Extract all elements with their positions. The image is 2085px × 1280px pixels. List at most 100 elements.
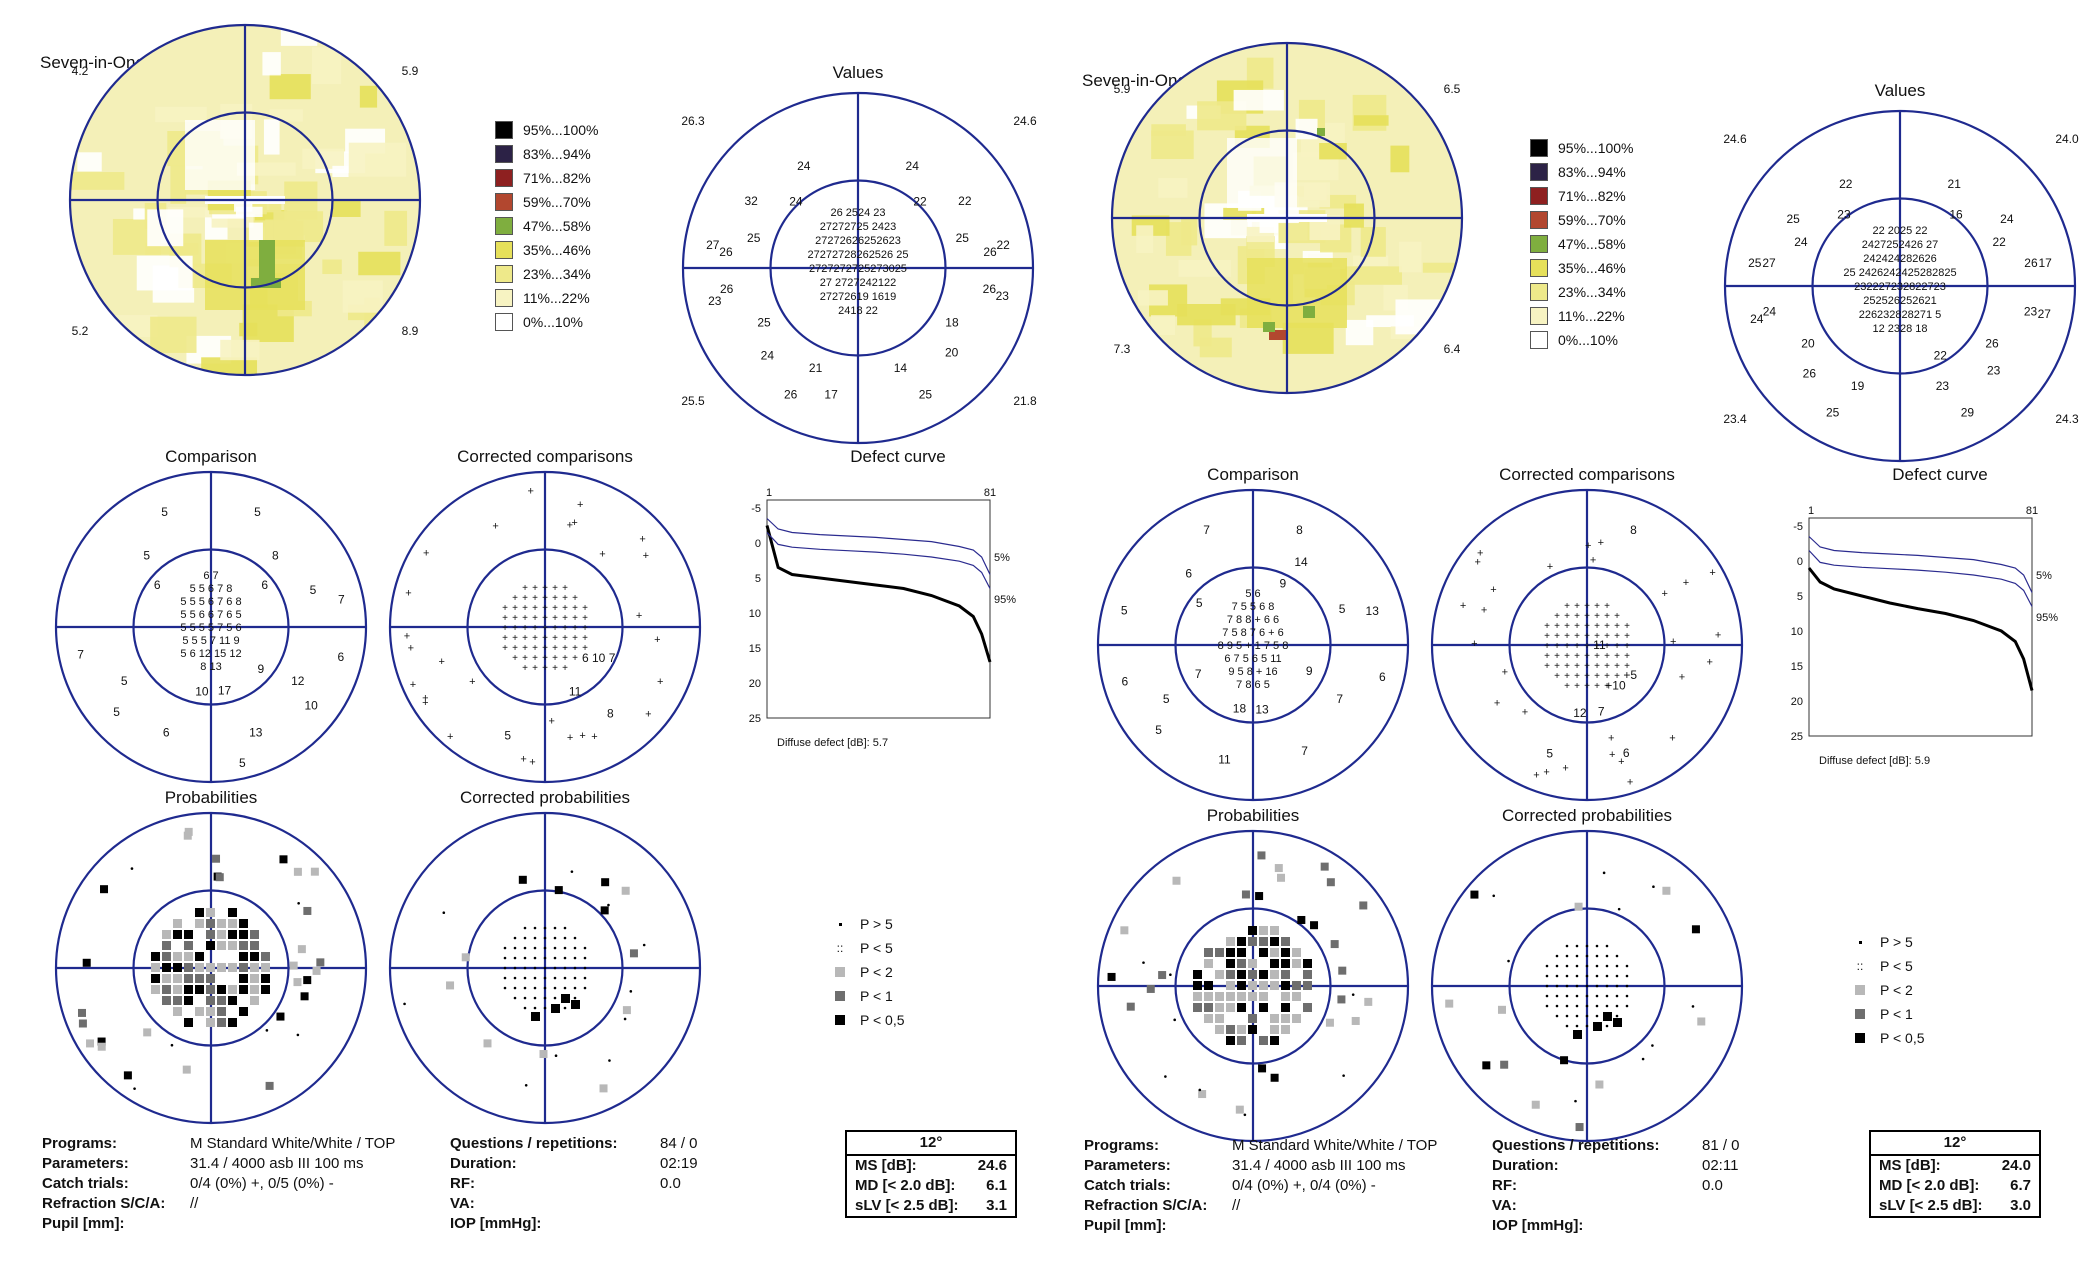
comparison-center-row: 5 5 5 6 7 6 8: [180, 596, 241, 608]
plus-mark: +: [567, 732, 573, 744]
value-label: 23: [996, 289, 1010, 303]
corrected-comparison-value: 7: [1598, 705, 1605, 719]
plus-mark: +: [542, 663, 548, 674]
comparison-center-row: 8 9 5 + 1 7 5 8: [1218, 640, 1289, 652]
value-center-row: 25 2426242425282825: [1843, 267, 1956, 279]
p-legend-item: :: P < 5: [1850, 954, 1925, 978]
p-legend-symbol: [1850, 983, 1870, 997]
plus-mark: +: [423, 547, 429, 559]
plus-mark: +: [552, 583, 558, 594]
summary-label: MS [dB]:: [855, 1157, 917, 1174]
comparison-center-row: 5 5 5 5 7 5 6: [180, 622, 241, 634]
summary-box: 12° MS [dB]: 24.0 MD [< 2.0 dB]: 6.7 sLV [< 2…: [1869, 1130, 2041, 1218]
info-value: 02:19: [660, 1155, 698, 1172]
plus-mark: +: [1594, 621, 1600, 632]
legend-item: 11%...22%: [495, 286, 599, 310]
plus-mark: +: [1574, 641, 1580, 652]
plus-mark: +: [582, 623, 588, 634]
plus-mark: +: [1604, 631, 1610, 642]
plus-mark: +: [1594, 671, 1600, 682]
plus-mark: +: [522, 653, 528, 664]
value-label: 26: [1985, 336, 1999, 350]
report-graphics: Seven-in-OneGreyscale (CO)5.96.57.36.4Va…: [1082, 41, 2079, 1143]
info-label: RF:: [1492, 1177, 1517, 1194]
plus-mark: +: [512, 653, 518, 664]
defect-curve-title: Defect curve: [1892, 465, 1987, 484]
plus-mark: +: [502, 623, 508, 634]
value-label: 32: [744, 194, 758, 208]
corrected-comparison-value: 6: [1623, 746, 1630, 760]
plus-mark: +: [1584, 641, 1590, 652]
value-center-row: 22 2025 22: [1872, 225, 1927, 237]
plus-mark: +: [529, 757, 535, 769]
plus-mark: +: [1502, 666, 1508, 678]
plus-mark: +: [1669, 732, 1675, 744]
p-legend-label: P < 2: [860, 964, 893, 980]
greyscale-field: [1110, 41, 1464, 395]
comparison-value: 7: [77, 648, 84, 662]
plus-mark: +: [1594, 631, 1600, 642]
greyscale-corner-br: 8.9: [402, 324, 419, 338]
comparison-value: 6: [163, 726, 170, 740]
comparison-value: 8: [272, 549, 279, 563]
info-row: Programs: M Standard White/White / TOP: [42, 1134, 395, 1154]
plus-mark: +: [492, 520, 498, 532]
value-center-row: 2418 22: [838, 305, 878, 317]
info-label: IOP [mmHg]:: [1492, 1217, 1584, 1234]
corrected-comparison-value: 11: [1593, 638, 1606, 652]
comparison-value: 6: [1185, 567, 1192, 581]
p-legend-label: P < 1: [1880, 1006, 1913, 1022]
probabilities-title: Probabilities: [165, 788, 258, 807]
value-label: 24: [789, 194, 803, 208]
plus-mark: +: [1608, 733, 1614, 745]
plus-mark: +: [522, 593, 528, 604]
corrected-plus-marks: ++++++++++++++++++++++++++++++++++++++++…: [404, 485, 664, 768]
legend-swatch: [1530, 163, 1548, 181]
summary-row: MD [< 2.0 dB]: 6.1: [847, 1176, 1015, 1196]
corrected-probabilities-title: Corrected probabilities: [1502, 806, 1672, 825]
legend-label: 47%...58%: [523, 218, 591, 234]
plus-mark: +: [1584, 661, 1590, 672]
comparison-value: 9: [258, 662, 265, 676]
info-row: Parameters: 31.4 / 4000 asb III 100 ms: [1084, 1156, 1437, 1176]
plus-mark: +: [1624, 641, 1630, 652]
value-label: 27: [706, 238, 720, 252]
plus-mark: +: [562, 623, 568, 634]
plus-mark: +: [1594, 601, 1600, 612]
plus-mark: +: [1670, 636, 1676, 648]
info-value: 0/4 (0%) +, 0/4 (0%) -: [1232, 1177, 1376, 1194]
plus-mark: +: [582, 613, 588, 624]
value-label: 23: [1936, 379, 1950, 393]
plus-mark: +: [1594, 611, 1600, 622]
value-label: 18: [945, 315, 959, 329]
corrected-comparison-value: 5: [1546, 746, 1553, 760]
plus-mark: +: [639, 533, 645, 545]
defect-curve-line: [765, 525, 992, 663]
comparison-value: 13: [249, 726, 263, 740]
comparison-center-row: 7 8 8 + 6 6: [1227, 614, 1279, 626]
greyscale-field: [68, 23, 422, 377]
comparison-value: 11: [1218, 752, 1231, 766]
p-legend-label: P > 5: [1880, 934, 1913, 950]
plus-mark: +: [1554, 611, 1560, 622]
defect-x-tick: 1: [766, 487, 772, 499]
values-title: Values: [833, 63, 884, 82]
defect-band-line: [1808, 550, 2033, 607]
comparison-center-row: 5 6 12 15 12: [180, 648, 241, 660]
plus-mark: +: [552, 663, 558, 674]
defect-band-line: [1808, 536, 2033, 593]
comparison-value: 9: [1280, 577, 1287, 591]
plus-mark: +: [562, 583, 568, 594]
plus-mark: +: [1475, 557, 1481, 569]
info-row: Duration: 02:19: [450, 1154, 698, 1174]
plus-mark: +: [1554, 651, 1560, 662]
value-label: 25: [747, 231, 761, 245]
legend-item: 0%...10%: [1530, 328, 1634, 352]
plus-mark: +: [410, 679, 416, 691]
comparison-center-row: 8 13: [200, 661, 221, 673]
value-center-row: 27 2727242122: [820, 277, 896, 289]
comparison-value: 8: [1296, 523, 1303, 537]
legend-label: 35%...46%: [1558, 260, 1626, 276]
p-legend-label: P > 5: [860, 916, 893, 932]
